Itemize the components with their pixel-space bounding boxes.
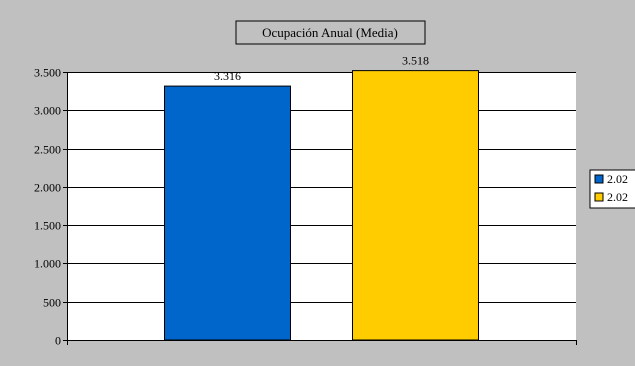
legend-swatch-1 [594, 174, 604, 184]
y-tick-label: 1.500 [34, 219, 61, 233]
chart-title: Ocupación Anual (Media) [262, 25, 398, 40]
data-label-series-1: 3.316 [214, 69, 241, 83]
legend: 2.02 2.02 [589, 169, 635, 209]
y-tick-label: 0 [55, 334, 61, 348]
data-labels: 3.316 3.518 [214, 54, 429, 83]
bar-series-2 [352, 70, 479, 341]
plot-area-background [67, 72, 576, 340]
y-tick-label: 1.000 [34, 257, 61, 271]
legend-label-2: 2.02 [607, 190, 628, 204]
gridlines [67, 72, 576, 303]
data-label-series-2: 3.518 [402, 54, 429, 68]
legend-label-1: 2.02 [607, 172, 628, 186]
y-tick-label: 2.500 [34, 143, 61, 157]
chart-title-frame [235, 20, 426, 45]
y-tick-label: 2.000 [34, 181, 61, 195]
bars [164, 70, 479, 341]
y-tick-label: 3.000 [34, 104, 61, 118]
chart-title-box: Ocupación Anual (Media) [235, 20, 426, 45]
y-tick-label: 3.500 [34, 66, 61, 80]
bar-series-1 [164, 85, 291, 341]
legend-swatch-2 [594, 192, 604, 202]
y-tick-label: 500 [43, 296, 61, 310]
axes: 0 500 1.000 1.500 2.000 2.500 3.000 3.500 [34, 66, 577, 348]
